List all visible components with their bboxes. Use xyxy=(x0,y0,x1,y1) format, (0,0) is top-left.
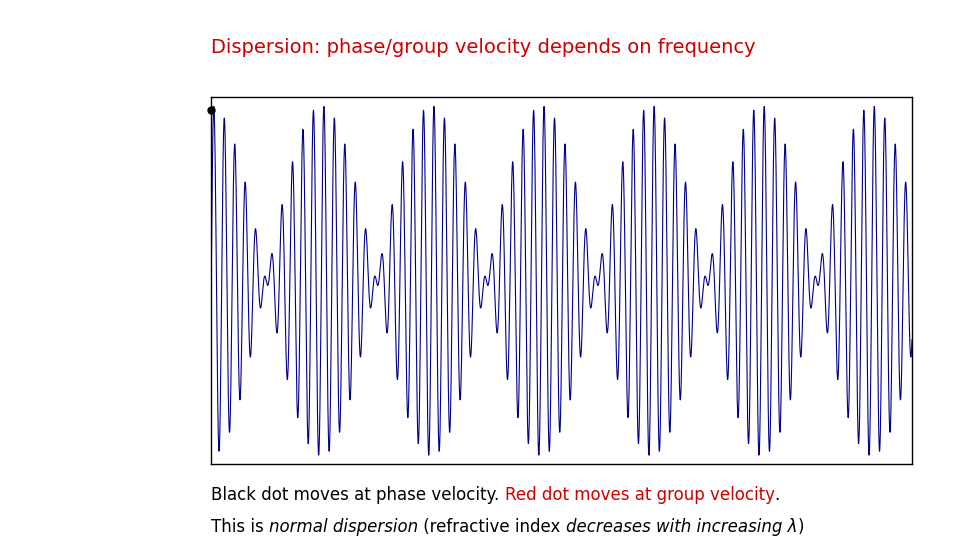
Text: (refractive index: (refractive index xyxy=(419,518,566,536)
Text: Dispersion: phase/group velocity depends on frequency: Dispersion: phase/group velocity depends… xyxy=(211,38,756,57)
Text: Black dot moves at phase velocity.: Black dot moves at phase velocity. xyxy=(211,486,505,504)
Text: This is: This is xyxy=(211,518,269,536)
Text: ): ) xyxy=(798,518,804,536)
Text: decreases with increasing λ: decreases with increasing λ xyxy=(566,518,798,536)
Text: normal dispersion: normal dispersion xyxy=(269,518,419,536)
Text: Red dot moves at group velocity: Red dot moves at group velocity xyxy=(505,486,775,504)
Text: .: . xyxy=(775,486,780,504)
